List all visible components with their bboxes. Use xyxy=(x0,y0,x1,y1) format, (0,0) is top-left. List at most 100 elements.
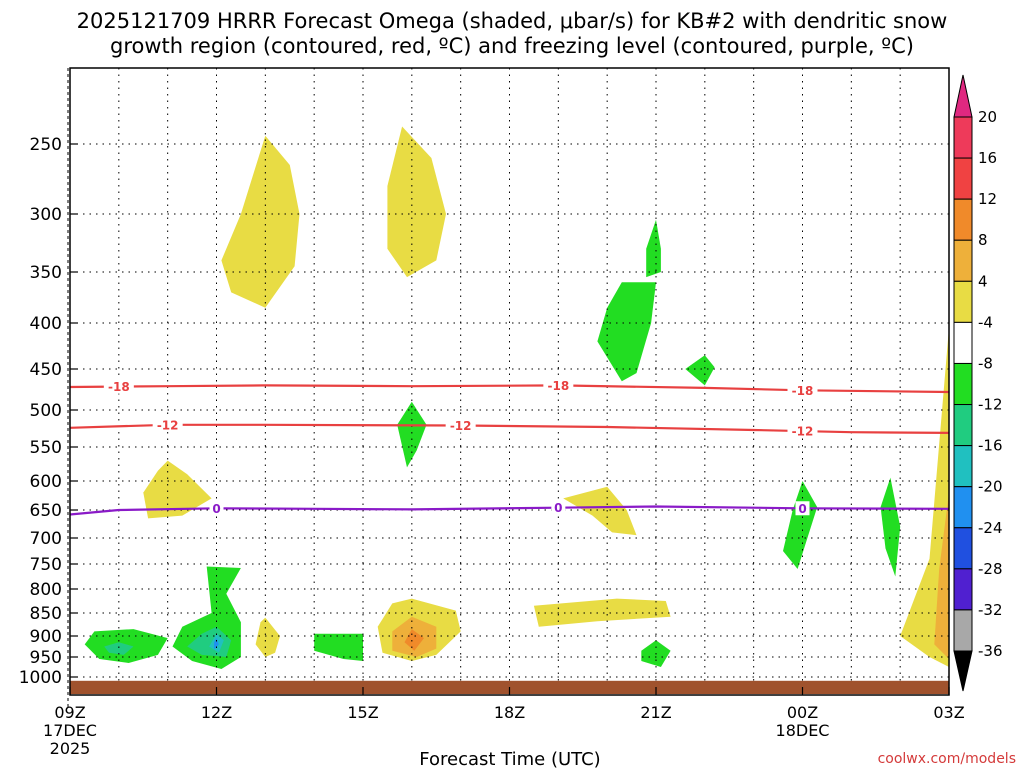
colorbar-top-arrow xyxy=(953,74,973,118)
y-tick-label-700: 700 xyxy=(30,529,62,549)
colorbar-swatch-last xyxy=(953,609,973,652)
y-tick-label-250: 250 xyxy=(30,135,62,155)
y-tick-label-300: 300 xyxy=(30,205,62,225)
x-tick-label-03Z: 03Z xyxy=(933,703,964,722)
y-tick-label-500: 500 xyxy=(30,401,62,421)
x-axis-title: Forecast Time (UTC) xyxy=(419,749,600,768)
y-tick-label-900: 900 xyxy=(30,627,62,647)
omega-region-y-ascent-11z-mid xyxy=(143,460,212,519)
colorbar-swatch xyxy=(953,486,973,529)
contour-label-bg xyxy=(795,501,810,516)
y-tick-label-450: 450 xyxy=(30,360,62,380)
x-tick-date-09Z: 17DEC xyxy=(43,721,97,740)
omega-region-y-ascent-13z-low xyxy=(255,617,280,657)
colorbar-swatch xyxy=(953,362,973,406)
y-tick-label-550: 550 xyxy=(30,438,62,458)
contour-label-dgz-minus-18: -18 xyxy=(792,384,814,398)
omega-region-g-descent-02z xyxy=(880,477,901,577)
colorbar-swatch xyxy=(953,157,973,200)
contour-label-bg xyxy=(551,500,566,515)
contour-label-dgz-minus-12: -12 xyxy=(450,419,472,433)
colorbar-label-16: 16 xyxy=(978,149,997,167)
colorbar-label--4: -4 xyxy=(978,313,993,331)
y-axis-ticks: 250 300 350 400 450 500 550 600 650 700 750 800 850 9… xyxy=(19,135,78,688)
y-tick-label-800: 800 xyxy=(30,580,62,600)
y-tick-label-850: 850 xyxy=(30,604,62,624)
omega-region-g-descent-16z-mid xyxy=(397,401,427,468)
omega-region-y-ascent-19z-low xyxy=(533,598,671,627)
colorbar-swatch xyxy=(953,280,973,323)
colorbar-label-4: 4 xyxy=(978,272,988,290)
colorbar-label--24: -24 xyxy=(978,519,1003,537)
colorbar-label--12: -12 xyxy=(978,396,1003,414)
y-tick-label-1000: 1000 xyxy=(19,668,62,688)
contour-dgz-minus-12 xyxy=(69,423,950,434)
contour-label-bg xyxy=(209,501,224,516)
grid-lines xyxy=(70,68,949,695)
omega-region-r-ascent-16z-low xyxy=(404,629,424,651)
x-tick-date-00Z: 18DEC xyxy=(776,721,830,740)
contour-label-dgz-minus-18: -18 xyxy=(547,379,569,393)
omega-region-g-descent-20z-upper xyxy=(597,282,656,382)
x-tick-label-09Z: 09Z xyxy=(54,703,85,722)
colorbar-swatch xyxy=(953,445,973,488)
x-tick-label-15Z: 15Z xyxy=(347,703,378,722)
colorbar-label-8: 8 xyxy=(978,231,988,249)
chart-title-line-1: 2025121709 HRRR Forecast Omega (shaded, … xyxy=(77,9,948,33)
y-tick-label-750: 750 xyxy=(30,555,62,575)
contour-dgz-minus-18 xyxy=(69,384,950,394)
contour-label-bg xyxy=(445,418,476,433)
colorbar: 20 16 12 8 4 -4 -8 -12 -16 -20 -24 -28 -32 -36 xyxy=(953,74,1003,692)
omega-region-o-ascent-03z-right xyxy=(934,492,949,659)
colorbar-label--36: -36 xyxy=(978,642,1003,660)
contour-lines: -18 -18 -18 -12 -12 -12 0 0 0 xyxy=(69,378,950,516)
colorbar-label-20: 20 xyxy=(978,108,997,126)
colorbar-bottom-arrow xyxy=(953,650,973,692)
x-tick-label-12Z: 12Z xyxy=(201,703,232,722)
y-tick-label-400: 400 xyxy=(30,314,62,334)
chart-title-line-2: growth region (contoured, red, ºC) and f… xyxy=(110,34,914,58)
contour-label-freezing-level-0: 0 xyxy=(798,502,806,516)
contour-label-bg xyxy=(787,424,818,439)
contour-label-bg xyxy=(103,379,134,394)
x-tick-label-21Z: 21Z xyxy=(640,703,671,722)
omega-region-b-descent-12z xyxy=(214,638,219,650)
colorbar-label--20: -20 xyxy=(978,478,1003,496)
colorbar-swatch xyxy=(953,527,973,570)
colorbar-label--16: -16 xyxy=(978,437,1003,455)
omega-region-g-descent-21z-upper xyxy=(646,219,661,278)
colorbar-swatch xyxy=(953,404,973,447)
omega-shading xyxy=(84,126,949,669)
contour-label-dgz-minus-12: -12 xyxy=(157,418,179,432)
contour-label-bg xyxy=(787,383,818,398)
colorbar-swatch xyxy=(953,568,973,611)
omega-region-y-ascent-03z-right xyxy=(900,327,949,667)
contour-freezing-level-0 xyxy=(69,505,950,516)
omega-region-y-ascent-13z-upper xyxy=(221,135,300,308)
omega-region-t-descent-10z xyxy=(104,642,134,655)
x-tick-label-18Z: 18Z xyxy=(494,703,525,722)
colorbar-label--32: -32 xyxy=(978,601,1003,619)
x-tick-year-09Z: 2025 xyxy=(50,739,91,758)
omega-region-g-descent-14z-low xyxy=(314,633,363,661)
colorbar-label--8: -8 xyxy=(978,354,993,372)
colorbar-swatch xyxy=(953,116,973,159)
colorbar-label--28: -28 xyxy=(978,560,1003,578)
omega-region-y-ascent-16z-upper xyxy=(387,126,446,278)
credit-text: coolwx.com/models xyxy=(878,751,1016,767)
y-tick-label-350: 350 xyxy=(30,263,62,283)
omega-region-g-descent-22z xyxy=(685,355,715,386)
y-tick-label-950: 950 xyxy=(30,648,62,668)
colorbar-swatch xyxy=(953,198,973,241)
contour-label-freezing-level-0: 0 xyxy=(554,501,562,515)
colorbar-label-12: 12 xyxy=(978,190,997,208)
contour-label-dgz-minus-18: -18 xyxy=(108,380,130,394)
colorbar-swatch xyxy=(953,321,973,364)
contour-label-dgz-minus-12: -12 xyxy=(792,425,814,439)
y-tick-label-650: 650 xyxy=(30,501,62,521)
contour-label-bg xyxy=(543,378,574,393)
x-tick-label-00Z: 00Z xyxy=(787,703,818,722)
contour-label-bg xyxy=(152,417,183,432)
